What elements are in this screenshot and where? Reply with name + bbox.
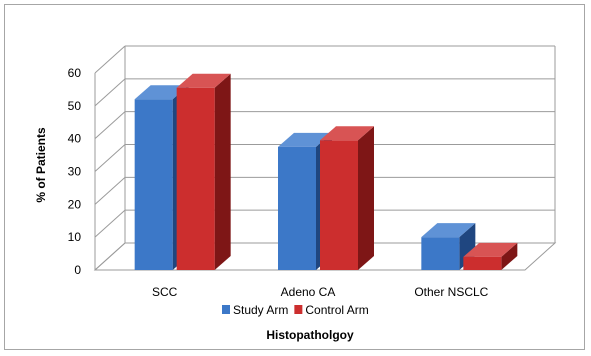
gridline-side xyxy=(94,209,126,238)
bar-top-face xyxy=(278,132,332,147)
legend-label: Control Arm xyxy=(305,303,368,317)
legend: Study Arm Control Arm xyxy=(222,303,369,317)
x-tick-labels: SCC Adeno CA Other NSCLC xyxy=(152,285,489,299)
y-tick-label: 30 xyxy=(68,165,82,179)
bar-front-face xyxy=(278,146,316,270)
y-tick-label: 10 xyxy=(68,230,82,244)
bar-front-face xyxy=(134,99,173,271)
gridline-side xyxy=(94,111,126,140)
y-axis-title: % of Patients xyxy=(34,127,48,203)
gridline-side xyxy=(94,45,126,74)
bar-top-face xyxy=(134,85,189,100)
y-tick-label: 60 xyxy=(68,66,82,80)
bar xyxy=(320,126,374,270)
x-axis-title: Histopatholgoy xyxy=(266,328,354,342)
bar xyxy=(176,73,231,271)
bar-front-face xyxy=(176,87,215,271)
x-tick-label: Adeno CA xyxy=(281,285,336,299)
bars xyxy=(134,73,518,271)
bar-top-face xyxy=(421,223,476,238)
bar-side-face xyxy=(358,126,374,270)
bar-top-face xyxy=(176,73,231,88)
y-tick-labels: 0 10 20 30 40 50 60 xyxy=(68,66,82,277)
gridline-side xyxy=(94,78,126,107)
y-tick-label: 20 xyxy=(68,197,82,211)
legend-item: Study Arm xyxy=(222,303,288,317)
bar-top-face xyxy=(320,126,374,141)
bar xyxy=(463,242,518,270)
legend-swatch xyxy=(222,305,230,314)
y-tick-label: 40 xyxy=(68,132,82,146)
bar-side-face xyxy=(214,73,231,271)
legend-swatch xyxy=(294,305,303,314)
bar-side-face xyxy=(501,242,518,270)
x-tick-label: SCC xyxy=(152,285,178,299)
legend-label: Study Arm xyxy=(233,303,288,317)
x-tick-label: Other NSCLC xyxy=(414,285,488,299)
legend-item: Control Arm xyxy=(294,303,369,317)
gridline-side xyxy=(94,144,126,172)
bar-front-face xyxy=(320,140,358,270)
y-tick-label: 0 xyxy=(74,263,81,277)
gridline-side xyxy=(94,242,126,271)
y-tick-label: 50 xyxy=(68,99,82,113)
gridline-side xyxy=(94,176,126,205)
bar-front-face xyxy=(463,256,502,270)
bar-top-face xyxy=(463,242,518,257)
bar-front-face xyxy=(421,237,460,270)
